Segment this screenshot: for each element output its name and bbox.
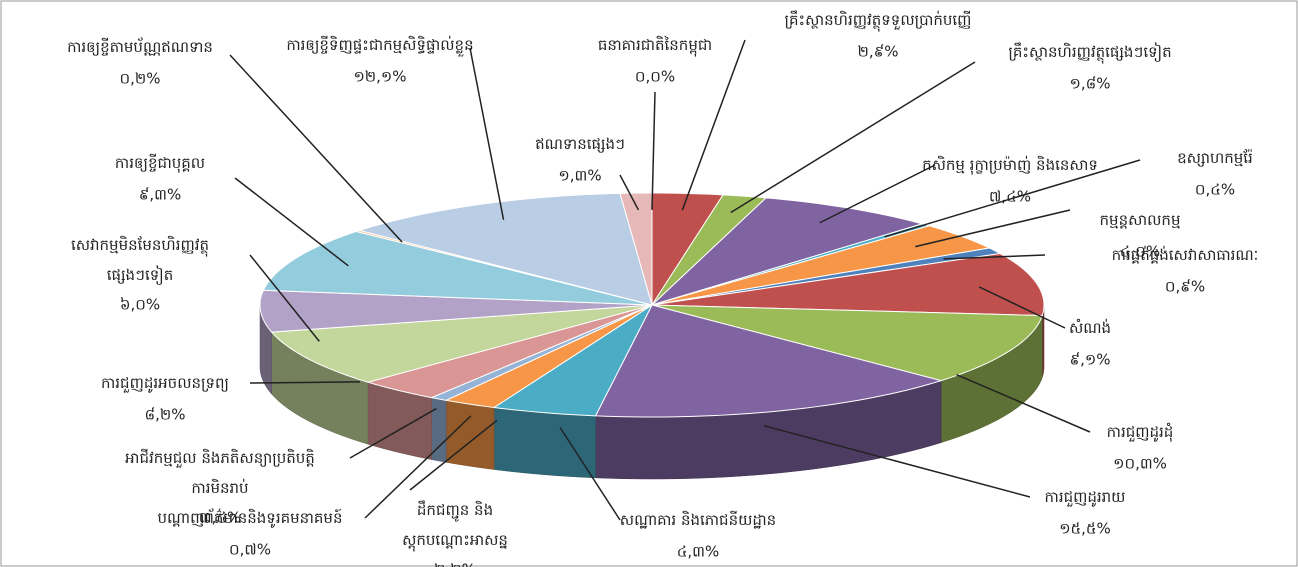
- slice: [651, 253, 1045, 317]
- leader-line: [681, 39, 746, 211]
- slice-value: ៤,០%: [1120, 243, 1160, 261]
- slice-label-line: កម្មន្តសាលកម្ម: [1100, 211, 1181, 229]
- slice-side: [445, 400, 495, 470]
- slice-label: ការឲ្យខ្ចីជាបុគ្គល: [115, 153, 205, 173]
- leader-line: [249, 381, 361, 384]
- slice-label: កម្មន្តសាលកម្ម: [1100, 211, 1181, 229]
- slice-label-line: ផ្សេងៗទៀត: [107, 265, 173, 285]
- leader-line: [956, 373, 1091, 433]
- slice-label-line: ការឲ្យខ្ចីជាបុគ្គល: [115, 153, 205, 173]
- slice-label-line: ដឹកជញ្ជូន និង: [417, 500, 493, 522]
- slice-label-line: ការផ្គត់ផ្គង់សេវាសាធារណៈ: [1112, 245, 1259, 264]
- slice-value: ១,៣%: [558, 167, 601, 185]
- slice-value: ០,៤%: [1195, 181, 1235, 199]
- slice: [594, 304, 943, 418]
- slice: [357, 192, 653, 306]
- slice-label: ការឲ្យខ្ចីតាមប័ណ្ណឥណទាន: [67, 37, 213, 56]
- slice-label-line: ធនាគារជាតិនៃកម្ពុជា: [598, 35, 712, 57]
- slice-value: ៤,៣%: [677, 543, 719, 561]
- slice-label-line: បណ្តាញព័ត៌មាននិងទូរគមនាគមន៍: [158, 508, 343, 528]
- leader-line: [349, 407, 437, 459]
- slice-label-line: គ្រឹះស្ថានហិរញ្ញវត្ថុទទួលប្រាក់បញ្ញើ: [785, 10, 972, 32]
- slice: [492, 303, 654, 417]
- slice-value: ៣,៤%: [199, 509, 241, 527]
- slice-label: ការផ្គត់ផ្គង់សេវាសាធារណៈ: [1112, 245, 1259, 264]
- leader-line: [943, 254, 1046, 260]
- slice: [651, 304, 1043, 382]
- slice-value: ៧,៤%: [989, 188, 1031, 206]
- slice-label-line: អាជីវកម្មជួល និងភតិសន្យាប្រតិបត្តិ: [125, 448, 315, 468]
- leader-line: [364, 415, 472, 519]
- slice-value: ៩,១%: [1070, 351, 1111, 369]
- leader-line: [819, 164, 936, 224]
- slice-label-line: គ្រឹះស្ថានហិរញ្ញវត្ថុផ្សេងៗទៀត: [1008, 42, 1171, 64]
- slice-side: [493, 407, 596, 479]
- slice-value: ២,២%: [434, 561, 476, 567]
- slice-label: ធនាគារជាតិនៃកម្ពុជា: [598, 35, 712, 57]
- leader-line: [763, 424, 1031, 498]
- slice-value: ១០,៣%: [1113, 455, 1167, 473]
- slice: [651, 194, 768, 306]
- leader-line: [619, 174, 640, 211]
- slice-value: ០,២%: [120, 70, 161, 88]
- slice-value: ១៥,៥%: [1059, 520, 1111, 538]
- slice-label-line: ការឲ្យខ្ចីទិញផ្ទះជាកម្មសិទ្ធិផ្ទាល់ខ្លួន: [286, 35, 473, 57]
- slice-label-line: កសិកម្ម រុក្ខាប្រម៉ាញ់ និងនេសាទ: [922, 155, 1098, 175]
- slice-label: គ្រឹះស្ថានហិរញ្ញវត្ថុផ្សេងៗទៀត: [1008, 42, 1171, 64]
- slice-value: ២,៩%: [858, 43, 899, 61]
- slice-value: ០,០%: [635, 68, 675, 86]
- slice-label: ការជួញដូររាយ: [1045, 488, 1126, 507]
- slice-label-line: ការជួញដូរដុំ: [1107, 422, 1174, 442]
- slice-label: គ្រឹះស្ថានហិរញ្ញវត្ថុទទួលប្រាក់បញ្ញើ: [785, 10, 972, 32]
- leader-line: [915, 209, 1071, 248]
- slice: [444, 304, 653, 409]
- slice-label: អាជីវកម្មជួល និងភតិសន្យាប្រតិបត្តិការមិន…: [125, 448, 315, 497]
- slice-label-line: សំណង់: [1069, 318, 1111, 337]
- slice-label: ការជួញដូរអចលនទ្រព្យ: [101, 374, 229, 393]
- slice-label-line: ស្តុកបណ្តោះអាសន្ន: [402, 531, 508, 552]
- slice-label-line: សណ្ឋាគារ និងភោជនីយដ្ឋាន: [620, 510, 776, 529]
- slice-label-line: ការមិនរាប់: [191, 478, 248, 497]
- slice-value: ០,៧%: [229, 541, 271, 559]
- leader-line: [559, 427, 621, 521]
- slice-value: ០,៩%: [1165, 278, 1205, 296]
- leader-line: [249, 254, 320, 342]
- slice-label: ការឲ្យខ្ចីទិញផ្ទះជាកម្មសិទ្ធិផ្ទាល់ខ្លួន: [286, 35, 473, 57]
- slice-label: សណ្ឋាគារ និងភោជនីយដ្ឋាន: [620, 510, 776, 529]
- slice-label: ដឹកជញ្ជូន និងស្តុកបណ្តោះអាសន្ន: [402, 500, 508, 552]
- slice-label: ឥណទានផ្សេងៗ: [535, 135, 625, 153]
- slice-label: សេវាកម្មមិនមែនហិរញ្ញវត្ថុផ្សេងៗទៀត: [71, 235, 209, 285]
- leader-line: [229, 54, 403, 243]
- slice-label-line: ការជួញដូរអចលនទ្រព្យ: [101, 374, 229, 393]
- slice-value: ៨,២%: [145, 406, 186, 424]
- slice-label-line: សេវាកម្មមិនមែនហិរញ្ញវត្ថុ: [71, 235, 209, 257]
- leader-line: [651, 91, 656, 210]
- slice-value: ១,៨%: [1070, 75, 1111, 93]
- leader-line: [234, 177, 349, 267]
- leader-line: [409, 419, 498, 491]
- slice-label: ការជួញដូរដុំ: [1107, 422, 1174, 442]
- slice: [270, 304, 653, 383]
- slice: [259, 289, 653, 333]
- slice-label: ឧស្សាហកម្មរ៉ែ: [1177, 149, 1253, 167]
- slice-label: បណ្តាញព័ត៌មាននិងទូរគមនាគមន៍: [158, 508, 343, 528]
- slice: [262, 230, 653, 306]
- slice-label-line: ការឲ្យខ្ចីតាមប័ណ្ណឥណទាន: [67, 37, 213, 56]
- slice-label: កសិកម្ម រុក្ខាប្រម៉ាញ់ និងនេសាទ: [922, 155, 1098, 175]
- slice-label-line: ឥណទានផ្សេងៗ: [535, 135, 625, 153]
- leader-line: [730, 61, 976, 214]
- slice: [366, 304, 653, 399]
- slice-label: សំណង់: [1069, 318, 1111, 337]
- leader-line: [884, 159, 1141, 238]
- leader-line: [469, 47, 505, 220]
- slice-value: ១២,១%: [353, 68, 406, 86]
- slice-value: ៩,៣%: [139, 186, 181, 204]
- leader-line: [978, 286, 1066, 329]
- slice-label-line: ឧស្សាហកម្មរ៉ែ: [1177, 149, 1253, 167]
- slice-label-line: ការជួញដូររាយ: [1045, 488, 1126, 507]
- slice-value: ៦,០%: [120, 296, 160, 314]
